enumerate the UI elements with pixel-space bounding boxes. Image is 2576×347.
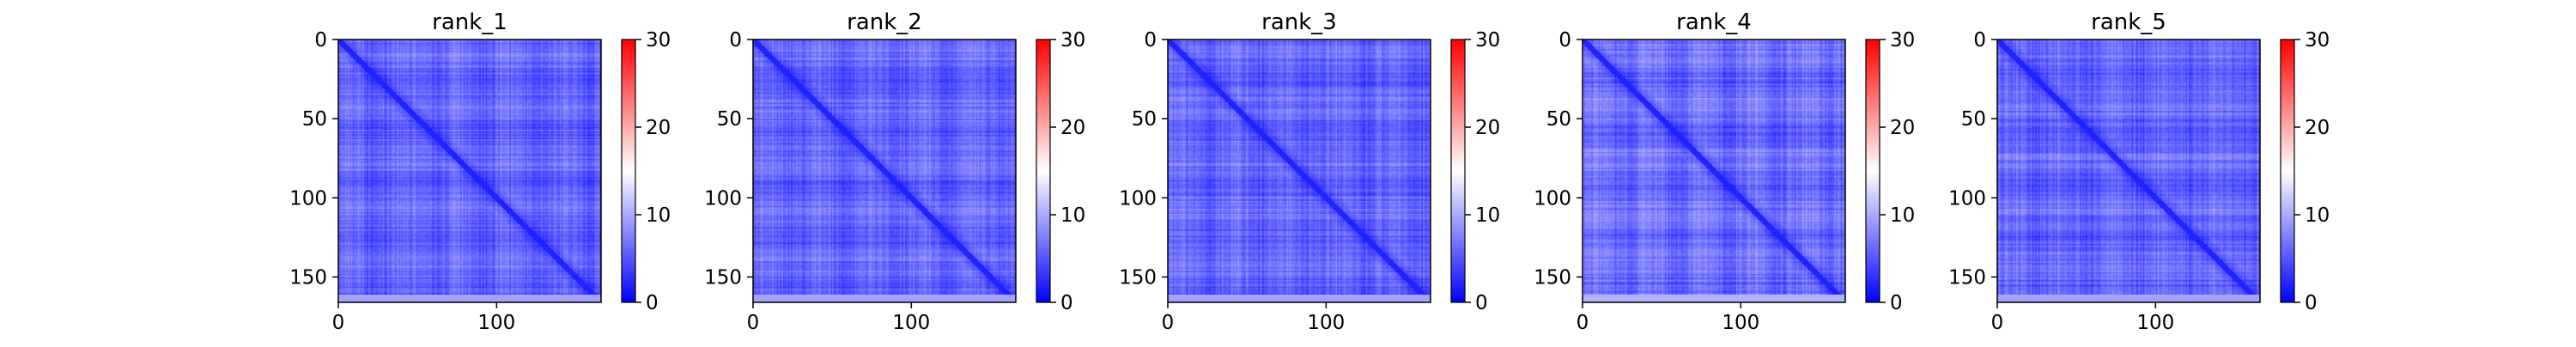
colorbar-tick-label: 30 — [1475, 29, 1500, 52]
y-tick-label: 50 — [1961, 108, 1986, 131]
colorbar-tick-label: 10 — [1890, 204, 1915, 227]
y-tick-label: 0 — [1558, 29, 1571, 52]
heatmap-image — [753, 40, 1016, 302]
colorbar-tick-label: 20 — [646, 117, 671, 139]
colorbar-tick-label: 10 — [1060, 204, 1085, 227]
x-tick-label: 100 — [477, 312, 515, 334]
x-tick-label: 0 — [1162, 312, 1175, 334]
y-tick-label: 150 — [1948, 267, 1986, 289]
plot-frame — [1996, 39, 2261, 303]
heatmap-panel-1: rank_1 0 50 100 150 0 100 0 10 20 30 — [289, 9, 671, 334]
colorbar-tick-label: 20 — [1475, 117, 1500, 139]
heatmap-image — [1997, 40, 2260, 302]
y-tick-label: 150 — [1534, 267, 1571, 289]
x-tick-label: 100 — [892, 312, 930, 334]
colorbar-tick-label: 10 — [646, 204, 671, 227]
colorbar-tick-label: 0 — [2305, 292, 2318, 314]
x-tick-label: 0 — [747, 312, 760, 334]
plot-frame — [1167, 39, 1431, 303]
x-tick-label: 0 — [1991, 312, 2004, 334]
heatmap-image — [1583, 40, 1845, 302]
colorbar-tick-label: 10 — [1475, 204, 1500, 227]
y-tick-label: 50 — [1132, 108, 1157, 131]
colorbar-tick-label: 20 — [1060, 117, 1085, 139]
plot-frame — [752, 39, 1017, 303]
x-tick-label: 0 — [332, 312, 345, 334]
y-tick-label: 0 — [314, 29, 327, 52]
y-tick-label: 150 — [289, 267, 327, 289]
heatmap-panel-2: rank_2 0 50 100 150 0 100 0 10 20 30 — [704, 9, 1085, 334]
y-tick-label: 100 — [1119, 187, 1157, 210]
colorbar-tick-label: 10 — [2305, 204, 2330, 227]
colorbar-tick-label: 0 — [1060, 292, 1073, 314]
heatmap-panel-4: rank_4 0 50 100 150 0 100 0 10 20 30 — [1534, 9, 1915, 334]
colorbar-tick-label: 30 — [1060, 29, 1085, 52]
y-tick-label: 150 — [1119, 267, 1157, 289]
y-tick-label: 50 — [302, 108, 327, 131]
colorbar — [1036, 39, 1051, 303]
colorbar-tick-label: 0 — [646, 292, 659, 314]
y-tick-label: 100 — [289, 187, 327, 210]
y-tick-label: 50 — [717, 108, 742, 131]
colorbar — [621, 39, 636, 303]
y-tick-label: 100 — [1948, 187, 1986, 210]
x-tick-label: 100 — [2136, 312, 2174, 334]
colorbar-tick-label: 20 — [2305, 117, 2330, 139]
colorbar-tick-label: 20 — [1890, 117, 1915, 139]
y-tick-label: 100 — [1534, 187, 1571, 210]
y-tick-label: 50 — [1546, 108, 1571, 131]
y-tick-label: 150 — [704, 267, 742, 289]
x-tick-label: 100 — [1307, 312, 1345, 334]
y-tick-label: 100 — [704, 187, 742, 210]
colorbar-tick-label: 0 — [1890, 292, 1903, 314]
y-tick-label: 0 — [1144, 29, 1157, 52]
panel-title: rank_4 — [1676, 9, 1752, 35]
heatmap-image — [338, 40, 601, 302]
colorbar-tick-label: 30 — [1890, 29, 1915, 52]
colorbar — [2280, 39, 2295, 303]
x-tick-label: 100 — [1722, 312, 1759, 334]
y-tick-label: 0 — [729, 29, 742, 52]
colorbar-tick-label: 0 — [1475, 292, 1488, 314]
colorbar-tick-label: 30 — [2305, 29, 2330, 52]
colorbar — [1865, 39, 1880, 303]
heatmap-panel-3: rank_3 0 50 100 150 0 100 0 10 20 30 — [1119, 9, 1500, 334]
panel-title: rank_3 — [1261, 9, 1337, 35]
heatmap-panel-5: rank_5 0 50 100 150 0 100 0 10 20 30 — [1948, 9, 2330, 334]
heatmap-image — [1168, 40, 1431, 302]
panel-title: rank_2 — [847, 9, 922, 35]
panel-title: rank_5 — [2091, 9, 2166, 35]
plot-frame — [1582, 39, 1846, 303]
colorbar — [1450, 39, 1466, 303]
x-tick-label: 0 — [1577, 312, 1589, 334]
colorbar-tick-label: 30 — [646, 29, 671, 52]
panel-title: rank_1 — [432, 9, 507, 35]
plot-frame — [337, 39, 602, 303]
y-tick-label: 0 — [1973, 29, 1986, 52]
